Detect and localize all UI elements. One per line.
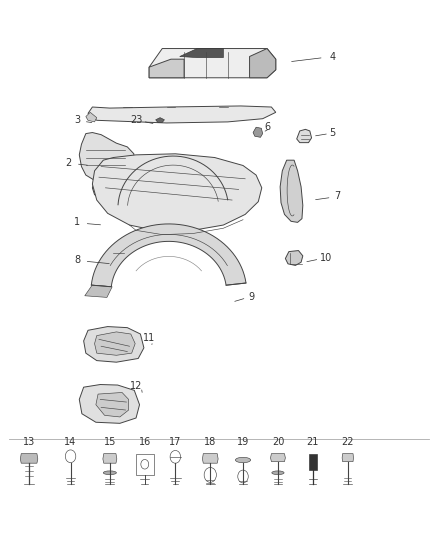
Polygon shape [85, 285, 112, 297]
Text: 2: 2 [65, 158, 71, 168]
Bar [136, 454, 153, 475]
Text: 9: 9 [249, 292, 255, 302]
Polygon shape [103, 454, 117, 463]
Polygon shape [286, 251, 303, 265]
Polygon shape [253, 127, 263, 138]
Polygon shape [95, 332, 135, 356]
Text: 21: 21 [307, 437, 319, 447]
Text: 18: 18 [204, 437, 216, 447]
Text: 13: 13 [23, 437, 35, 447]
Polygon shape [271, 454, 286, 462]
Text: 3: 3 [74, 115, 80, 125]
Text: 11: 11 [143, 333, 155, 343]
Polygon shape [250, 49, 276, 78]
Polygon shape [180, 49, 223, 58]
Polygon shape [96, 392, 129, 417]
Polygon shape [88, 106, 276, 123]
Polygon shape [342, 454, 353, 462]
Polygon shape [149, 49, 276, 78]
Text: 7: 7 [334, 191, 340, 201]
Polygon shape [20, 454, 38, 463]
Text: 8: 8 [74, 255, 80, 265]
Polygon shape [86, 112, 97, 122]
Polygon shape [308, 454, 317, 470]
Polygon shape [297, 130, 311, 143]
Polygon shape [110, 248, 127, 260]
Polygon shape [202, 454, 218, 463]
Text: 12: 12 [130, 381, 142, 391]
Ellipse shape [272, 471, 284, 474]
Ellipse shape [103, 471, 117, 474]
Text: 22: 22 [342, 437, 354, 447]
Polygon shape [79, 384, 140, 423]
Ellipse shape [235, 457, 251, 463]
Text: 10: 10 [320, 253, 332, 263]
Polygon shape [92, 154, 262, 232]
Polygon shape [91, 224, 246, 287]
Text: 4: 4 [329, 52, 336, 61]
Text: 15: 15 [104, 437, 116, 447]
Text: 19: 19 [237, 437, 249, 447]
Text: 20: 20 [272, 437, 284, 447]
Text: 23: 23 [130, 115, 142, 125]
Polygon shape [155, 118, 164, 123]
Text: 6: 6 [264, 122, 270, 132]
Text: 14: 14 [64, 437, 77, 447]
Polygon shape [149, 59, 184, 78]
Polygon shape [92, 179, 130, 198]
Text: 1: 1 [74, 217, 80, 228]
Polygon shape [84, 327, 144, 362]
Text: 5: 5 [329, 127, 336, 138]
Text: 17: 17 [169, 437, 181, 447]
Text: 16: 16 [139, 437, 151, 447]
Polygon shape [280, 160, 303, 222]
Polygon shape [79, 133, 134, 182]
